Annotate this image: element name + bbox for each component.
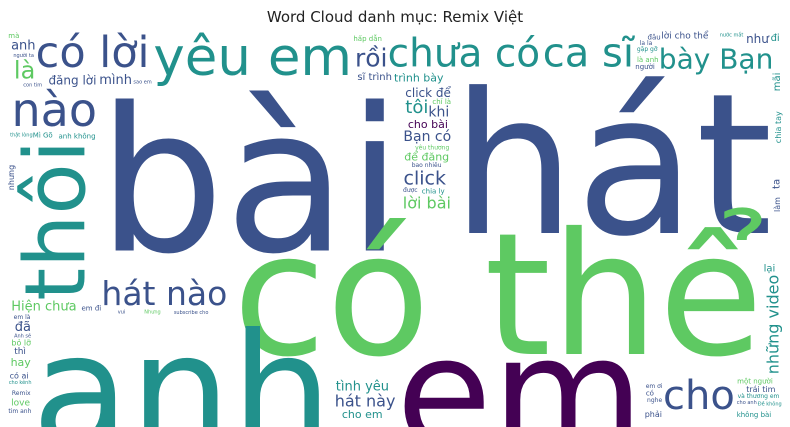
word-41: anh không: [59, 133, 96, 141]
word-37: yêu thương: [415, 144, 449, 151]
word-24: tôi: [405, 97, 428, 118]
word-2: có thể: [233, 197, 764, 395]
word-27: mình: [99, 73, 132, 88]
word-54: anh: [11, 38, 35, 53]
word-101: love: [11, 399, 30, 409]
word-40: hấp dẫn: [353, 34, 382, 43]
word-78: chỉ là: [432, 98, 451, 106]
word-126: chia tay: [774, 111, 783, 143]
word-39: bao nhiêu: [412, 162, 442, 169]
word-60: đâu: [648, 33, 661, 41]
word-124: làm: [773, 197, 782, 212]
word-43: Đề không: [758, 399, 782, 407]
word-65: Anh sẽ: [14, 333, 31, 339]
word-106: con tim: [23, 82, 42, 88]
word-73: cho anh: [737, 400, 757, 406]
word-64: subscribe cho: [174, 310, 209, 316]
word-17: lời bài: [403, 193, 451, 212]
word-34: rồi: [355, 44, 388, 73]
word-7: có lời: [36, 28, 150, 78]
word-13: hát nào: [101, 274, 227, 313]
word-132: nhưng: [7, 165, 16, 190]
word-98: em ơi: [646, 383, 663, 390]
word-11: ca sĩ: [543, 30, 636, 76]
word-35: trái tim: [746, 385, 775, 394]
word-21: click: [404, 167, 446, 189]
word-107: thật lòng: [10, 131, 33, 138]
word-89: nghe: [647, 397, 662, 404]
word-32: như: [746, 32, 770, 46]
word-38: một người: [737, 378, 773, 386]
word-84: Mì Gõ: [33, 132, 53, 140]
word-12: bày Bạn: [659, 42, 774, 75]
word-62: những video: [763, 275, 782, 375]
word-85: la la: [640, 40, 653, 47]
word-86: lại: [764, 264, 776, 275]
word-94: em là: [14, 314, 31, 321]
word-44: nước mắt: [720, 32, 744, 39]
word-19: tình yêu: [336, 379, 389, 394]
word-29: và thương em: [738, 393, 780, 400]
word-111: thì: [14, 347, 26, 357]
word-30: là: [14, 57, 35, 85]
word-121: mà: [8, 32, 19, 40]
word-67: là anh: [637, 56, 659, 64]
word-45: được: [403, 187, 418, 194]
word-57: Nhưng: [144, 310, 160, 316]
word-55: em đi: [81, 304, 101, 312]
word-122: đi: [771, 33, 780, 44]
word-42: không bài: [737, 411, 772, 419]
word-71: có ai: [10, 370, 29, 380]
word-4: em: [396, 303, 644, 427]
word-25: cho bài: [408, 118, 448, 131]
word-47: người: [635, 63, 655, 71]
word-5: yêu em: [153, 27, 352, 88]
word-16: Bạn có: [403, 129, 451, 145]
word-68: tim anh: [8, 408, 31, 415]
word-50: Remix: [12, 390, 31, 397]
word-93: sao em: [133, 80, 151, 86]
word-52: cho kênh: [9, 379, 32, 386]
word-36: chia ly: [422, 188, 445, 196]
word-56: hay: [11, 356, 32, 369]
word-88: người ta: [13, 52, 34, 59]
chart-title: Word Cloud danh mục: Remix Việt: [266, 8, 524, 26]
word-0: bài: [97, 66, 402, 299]
word-53: đã: [15, 320, 31, 335]
word-28: sĩ trình: [357, 71, 392, 83]
word-119: ta: [772, 179, 783, 189]
word-51: gặp gỡ: [637, 46, 658, 53]
word-14: hát này: [335, 391, 396, 410]
word-80: phải: [645, 409, 662, 419]
word-15: Hiện chưa: [11, 300, 76, 315]
word-31: cho em: [342, 408, 383, 421]
word-18: click để: [405, 86, 451, 100]
word-10: cho: [663, 373, 735, 419]
word-1: hát: [451, 52, 772, 280]
word-8: thôi: [7, 140, 105, 301]
word-33: khi: [428, 104, 449, 120]
word-3: anh: [32, 299, 333, 427]
word-6: chưa có: [388, 32, 540, 77]
word-140: vui: [118, 310, 126, 316]
word-145: có: [646, 389, 654, 397]
word-26: đăng lời: [48, 74, 96, 88]
word-9: nào: [12, 83, 98, 137]
word-22: trình bày: [394, 72, 444, 85]
word-102: mãi: [772, 73, 783, 92]
word-23: để đăng: [404, 151, 449, 164]
word-46: bỏ lỡ: [11, 338, 31, 348]
word-20: lời cho thể: [661, 31, 709, 42]
